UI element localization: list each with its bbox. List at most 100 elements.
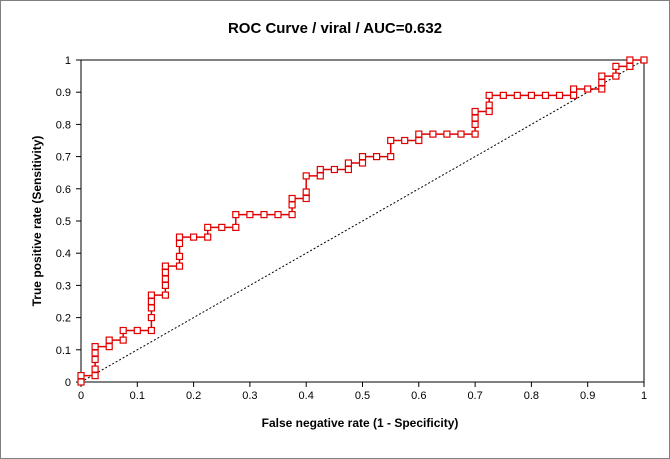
roc-point-marker [302, 194, 310, 203]
roc-point-marker [147, 326, 155, 335]
y-tick-label: 0.5 [56, 216, 71, 228]
roc-point-marker [77, 378, 85, 386]
y-tick-label: 0.6 [56, 184, 71, 196]
roc-point-marker [316, 172, 324, 180]
x-axis-label: False negative rate (1 - Specificity) [262, 416, 459, 430]
roc-point-marker [598, 85, 606, 93]
roc-point-marker [302, 188, 310, 196]
x-tick-label: 0.4 [299, 390, 314, 402]
roc-point-marker [640, 56, 648, 64]
x-tick-label: 1 [641, 390, 647, 402]
roc-point-marker [161, 291, 169, 299]
roc-point-marker [77, 372, 85, 380]
roc-point-marker [232, 223, 240, 231]
roc-point-marker [288, 201, 296, 209]
x-tick-label: 0.2 [186, 390, 201, 402]
roc-point-marker [91, 365, 99, 373]
roc-point-marker [555, 91, 564, 100]
roc-point-marker [119, 336, 127, 344]
roc-point-marker [133, 326, 141, 335]
roc-point-marker [274, 211, 282, 219]
roc-point-marker [105, 343, 113, 351]
roc-point-marker [373, 153, 381, 161]
roc-point-marker [204, 223, 212, 231]
roc-point-marker [387, 153, 395, 161]
roc-point-marker [358, 153, 367, 161]
roc-point-marker [147, 291, 155, 299]
roc-point-marker [584, 85, 592, 93]
y-tick-label: 0.3 [56, 280, 71, 292]
y-tick-label: 0 [65, 377, 71, 389]
roc-point-marker [415, 136, 423, 145]
roc-point-marker [246, 211, 254, 219]
roc-point-marker [358, 159, 367, 167]
roc-point-marker [260, 211, 268, 219]
roc-point-marker [471, 130, 479, 138]
roc-point-marker [91, 349, 99, 357]
roc-point-marker [471, 114, 479, 122]
roc-point-marker [569, 85, 578, 93]
x-tick-label: 0.8 [524, 390, 539, 402]
roc-point-marker [471, 107, 479, 116]
roc-point-marker [204, 233, 212, 241]
x-tick-label: 0 [78, 390, 84, 402]
roc-point-marker [513, 91, 521, 100]
chart-title: ROC Curve / viral / AUC=0.632 [228, 20, 442, 37]
y-tick-label: 0.7 [56, 152, 71, 164]
series-layer [77, 56, 648, 386]
roc-point-marker [175, 252, 184, 260]
roc-point-marker [485, 107, 493, 116]
roc-point-marker [175, 262, 184, 270]
roc-point-marker [190, 233, 198, 241]
x-tick-label: 0.6 [411, 390, 426, 402]
roc-point-marker [387, 136, 395, 145]
roc-point-marker [161, 262, 169, 270]
roc-point-marker [316, 165, 324, 174]
roc-point-marker [626, 62, 634, 71]
x-tick-label: 0.9 [580, 390, 595, 402]
roc-point-marker [330, 165, 338, 174]
roc-point-marker [218, 223, 226, 231]
y-tick-label: 0.1 [56, 345, 71, 357]
roc-point-marker [147, 297, 155, 306]
roc-point-marker [175, 233, 184, 241]
x-tick-label: 0.7 [467, 390, 482, 402]
roc-point-marker [105, 336, 113, 344]
x-tick-label: 0.1 [130, 390, 145, 402]
roc-point-marker [527, 91, 536, 100]
roc-point-marker [147, 304, 155, 312]
roc-point-marker [415, 130, 423, 138]
roc-point-marker [288, 211, 296, 219]
roc-point-marker [598, 72, 606, 80]
roc-point-marker [401, 136, 409, 145]
roc-point-marker [541, 91, 550, 100]
roc-point-marker [91, 355, 99, 364]
y-axis-label: True positive rate (Sensitivity) [30, 136, 44, 307]
roc-point-marker [344, 159, 352, 167]
x-tick-label: 0.5 [355, 390, 370, 402]
y-tick-label: 0.4 [56, 248, 71, 260]
roc-point-marker [147, 314, 155, 322]
roc-point-marker [161, 275, 169, 283]
roc-point-marker [175, 239, 184, 248]
roc-point-marker [288, 194, 296, 203]
roc-point-marker [344, 165, 352, 174]
y-tick-label: 0.8 [56, 119, 71, 131]
roc-point-marker [485, 91, 493, 100]
y-tick-label: 1 [65, 55, 71, 67]
axis-ticks: 0 0.1 0.2 0.3 0.4 0.5 0.6 0.7 0.8 0.9 1 0 0.1 0.2 0.3 0… [56, 55, 647, 402]
y-tick-label: 0.2 [56, 313, 71, 325]
roc-point-marker [302, 172, 310, 180]
roc-point-marker [443, 130, 451, 138]
roc-point-marker [429, 130, 437, 138]
roc-point-marker [598, 78, 606, 87]
y-tick-label: 0.9 [56, 87, 71, 99]
roc-point-marker [612, 72, 620, 80]
roc-point-marker [161, 281, 169, 289]
diagonal-reference-line [80, 59, 645, 383]
roc-point-marker [626, 56, 634, 64]
roc-point-marker [91, 372, 99, 380]
roc-point-marker [612, 62, 620, 71]
roc-point-marker [161, 268, 169, 277]
